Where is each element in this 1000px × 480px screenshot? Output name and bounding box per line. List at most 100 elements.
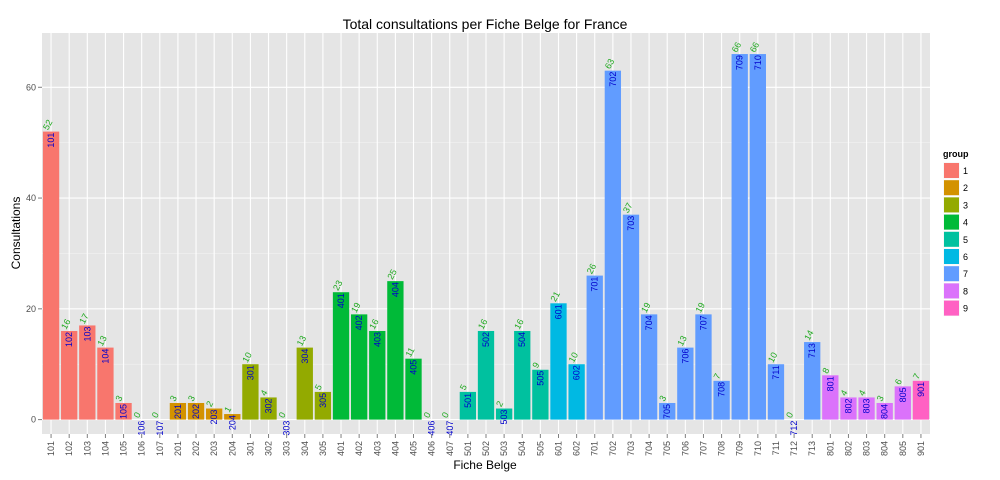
bar-value-label: 26 xyxy=(585,262,599,276)
bar-702 xyxy=(604,70,622,420)
bar-category-label: 801 xyxy=(825,376,835,391)
x-tick-label: 602 xyxy=(572,441,582,456)
bar-803 xyxy=(858,397,875,420)
legend-entry-label: 1 xyxy=(963,166,968,176)
legend-swatch xyxy=(944,231,959,247)
bar-value-label: 0 xyxy=(150,410,161,419)
legend-title: group xyxy=(943,149,969,159)
x-tick-label: 105 xyxy=(119,441,129,456)
x-tick-label: 202 xyxy=(191,441,201,456)
bar-category-label: 503 xyxy=(499,410,509,425)
bar-category-label: 805 xyxy=(898,387,908,402)
bar-103 xyxy=(79,325,96,420)
legend-swatch xyxy=(944,163,959,178)
bar-value-label: 10 xyxy=(240,351,254,365)
bar-304 xyxy=(296,347,313,420)
bar-301 xyxy=(242,364,259,420)
bar-value-label: 16 xyxy=(367,317,381,331)
x-tick-label: 106 xyxy=(137,441,147,456)
bar-value-label: 10 xyxy=(567,351,581,365)
x-tick-label: 303 xyxy=(282,441,292,456)
bar-value-label: 6 xyxy=(893,377,904,386)
bar-value-label: 10 xyxy=(766,351,780,365)
y-axis-ticks: 0 20 40 60 xyxy=(26,82,42,425)
bar-category-label: 705 xyxy=(662,404,672,419)
x-tick-label: 705 xyxy=(662,441,672,456)
bar-value-label: 11 xyxy=(403,346,416,359)
bar-value-label: 19 xyxy=(639,301,653,315)
bar-category-label: 804 xyxy=(880,404,890,419)
bar-305 xyxy=(314,391,332,420)
bar-201 xyxy=(169,402,187,420)
x-tick-label: 713 xyxy=(807,441,817,456)
x-tick-label: 204 xyxy=(227,441,237,456)
bar-category-label: 803 xyxy=(862,398,872,413)
bar-104 xyxy=(97,347,114,420)
bar-204 xyxy=(224,414,241,420)
bar-105 xyxy=(115,402,132,420)
legend: group 1 2 3 4 5 6 7 8 9 xyxy=(942,149,969,318)
bar-302 xyxy=(260,397,277,420)
bar-category-label: 301 xyxy=(245,365,255,380)
bar-category-label: 403 xyxy=(372,332,382,347)
legend-entry-label: 7 xyxy=(963,269,968,279)
legend-entry-label: 6 xyxy=(963,252,968,262)
bar-category-label: 505 xyxy=(535,371,545,386)
bar-category-label: 202 xyxy=(191,404,201,419)
bar-706 xyxy=(677,347,694,420)
bar-category-label: 707 xyxy=(698,315,708,330)
y-tick-label: 60 xyxy=(26,82,36,92)
bar-value-label: 9 xyxy=(530,361,541,370)
bar-category-label: 501 xyxy=(463,393,473,408)
bar-category-label: 201 xyxy=(173,404,183,419)
bar-value-label: 14 xyxy=(802,328,816,342)
bar-category-label: 101 xyxy=(46,133,56,148)
x-tick-label: 502 xyxy=(481,441,491,456)
bar-category-label: 602 xyxy=(572,365,582,380)
legend-swatch xyxy=(944,214,959,230)
x-tick-label: 104 xyxy=(100,441,110,456)
legend-entry-label: 3 xyxy=(963,200,968,210)
x-tick-label: 801 xyxy=(825,441,835,456)
x-tick-label: 803 xyxy=(862,441,872,456)
x-tick-label: 401 xyxy=(336,441,346,456)
bar-category-label: 702 xyxy=(608,72,618,87)
bar-value-label: 3 xyxy=(186,394,197,403)
bar-102 xyxy=(61,330,78,420)
bar-709 xyxy=(731,54,748,420)
bar-category-label: 502 xyxy=(481,332,491,347)
legend-entries: 1 2 3 4 5 6 7 8 9 xyxy=(942,161,968,318)
x-tick-label: 402 xyxy=(354,441,364,456)
x-tick-label: 601 xyxy=(553,441,563,456)
bar-value-label: 52 xyxy=(41,118,55,132)
bar-701 xyxy=(586,275,603,420)
bar-value-label: 16 xyxy=(512,317,526,331)
legend-swatch xyxy=(944,283,959,299)
bar-category-label: 710 xyxy=(753,55,763,70)
x-tick-label: 405 xyxy=(409,441,419,456)
bar-category-label: 203 xyxy=(209,410,219,425)
bar-805 xyxy=(894,386,911,420)
bar-category-label: 103 xyxy=(82,326,92,341)
bar-value-label: 13 xyxy=(295,334,309,348)
bar-category-label: 104 xyxy=(100,349,110,364)
bar-category-label: 204 xyxy=(227,415,237,430)
bar-category-label: 701 xyxy=(590,277,600,292)
bar-402 xyxy=(350,314,368,420)
bar-category-label: 504 xyxy=(517,332,527,347)
bar-710 xyxy=(749,54,766,420)
bar-405 xyxy=(405,358,422,420)
x-axis-ticks: 101 102 103 104 105 106 107 201 202 203 204 301 302 3… xyxy=(46,434,926,456)
x-tick-label: 710 xyxy=(753,441,763,456)
x-tick-label: 703 xyxy=(626,441,636,456)
bar-category-label: 802 xyxy=(843,398,853,413)
x-tick-label: 403 xyxy=(372,441,382,456)
y-tick-label: 40 xyxy=(26,193,36,203)
bar-value-label: 66 xyxy=(748,40,762,54)
bar-value-label: 7 xyxy=(911,372,922,381)
bar-category-label: 304 xyxy=(300,349,310,364)
bar-704 xyxy=(640,314,658,420)
bar-category-label: 706 xyxy=(680,349,690,364)
x-tick-label: 201 xyxy=(173,441,183,456)
